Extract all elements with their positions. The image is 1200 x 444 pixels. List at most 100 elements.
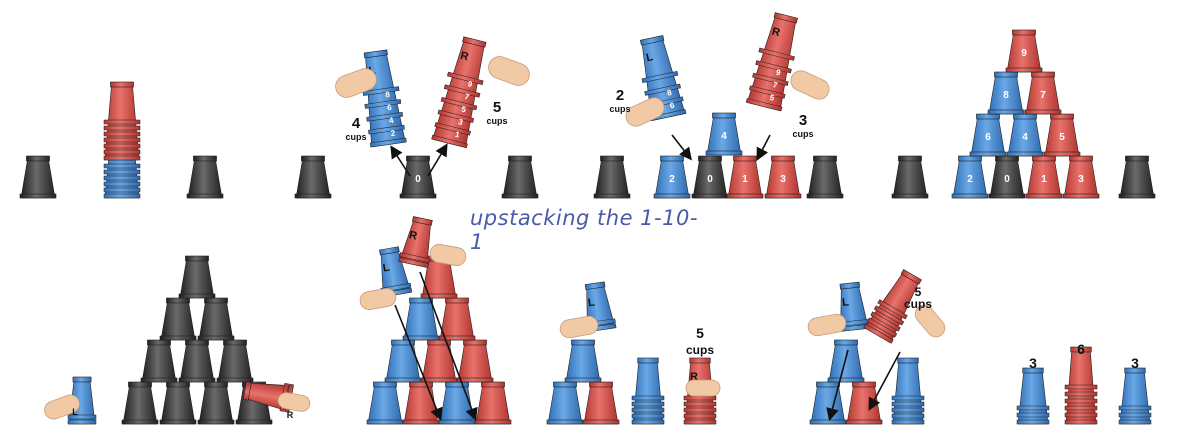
cup-blue: 2 <box>653 155 691 199</box>
direction-arrow <box>390 145 411 177</box>
count-right: 3 <box>1131 355 1139 371</box>
cup-number: 1 <box>742 174 748 185</box>
cup-red <box>474 381 512 425</box>
cup-number: 5 <box>769 93 776 103</box>
cup-count-right: 5 <box>493 99 501 116</box>
cup-gray <box>294 155 332 199</box>
cup-red: 5 <box>1043 113 1081 157</box>
cup-number: 7 <box>772 80 779 90</box>
cup-number: 8 <box>1003 90 1009 101</box>
cup-stack-red: 1 3 5 7 9 R <box>431 36 487 149</box>
cup-number: 0 <box>707 174 713 185</box>
cup-gray <box>806 155 844 199</box>
count-left: 3 <box>1029 355 1037 371</box>
cup-gray: 0 <box>988 155 1026 199</box>
cup-hand-letter: L <box>587 296 596 309</box>
cup-blue <box>546 381 584 425</box>
cup-blue: 6 <box>969 113 1007 157</box>
cup-red <box>845 381 883 425</box>
cup-stack-red: R <box>398 216 433 268</box>
hand-illustration <box>335 68 377 98</box>
cup-count-label: 5 <box>915 285 922 299</box>
cup-number: 5 <box>460 105 467 115</box>
hand-illustration <box>625 97 665 127</box>
cup-count-left: 4 <box>352 115 361 132</box>
cup-blue: 8 <box>987 71 1025 115</box>
cup-number: 0 <box>415 174 421 185</box>
cup-red: 1 <box>726 155 764 199</box>
cup-number: 1 <box>454 130 461 140</box>
cup-hand-letter: L <box>842 296 850 309</box>
cup-gray <box>121 381 159 425</box>
cup-blue <box>402 297 440 341</box>
cup-gray <box>197 297 235 341</box>
cup-stack-red <box>1064 346 1098 425</box>
hand-illustration <box>914 304 946 338</box>
count-middle: 6 <box>1077 341 1085 357</box>
cup-number: 4 <box>721 131 727 142</box>
cup-number: 9 <box>775 68 782 78</box>
cup-number: 8 <box>385 90 391 100</box>
cup-gray <box>1118 155 1156 199</box>
cup-red <box>456 339 494 383</box>
hand-illustration <box>359 288 397 310</box>
cup-number: 2 <box>967 174 973 185</box>
hand-illustration <box>807 313 847 337</box>
cup-red: 7 <box>1024 71 1062 115</box>
cups-label-left: cups <box>609 104 630 114</box>
cup-blue <box>384 339 422 383</box>
cup-stack-red <box>863 269 922 344</box>
cup-red <box>438 297 476 341</box>
cup-number: 9 <box>467 79 474 89</box>
cup-blue: 4 <box>705 112 743 156</box>
cup-number: 1 <box>1041 174 1047 185</box>
cup-gray: 0 <box>399 155 437 199</box>
hand-letter-right: R <box>287 410 294 420</box>
cup-hand-letter: R <box>771 26 782 40</box>
cups-label: cups <box>686 343 714 357</box>
cup-number: 7 <box>1040 90 1046 101</box>
cup-count-left: 2 <box>616 87 624 104</box>
cup-hand-letter: L <box>645 51 654 64</box>
cup-number: 4 <box>1022 132 1028 143</box>
direction-arrow <box>826 349 849 422</box>
cup-gray <box>140 339 178 383</box>
cup-stack-blue <box>1016 367 1050 425</box>
cup-blue: 2 <box>951 155 989 199</box>
cup-stack-blue <box>67 376 97 425</box>
cup-red <box>420 339 458 383</box>
cup-count-right: 3 <box>799 112 807 129</box>
cup-stack-blue: L <box>838 281 870 332</box>
direction-arrow <box>419 271 478 421</box>
cup-gray <box>593 155 631 199</box>
cup-hand-letter: L <box>382 262 391 275</box>
cup-number: 8 <box>666 88 673 98</box>
direction-arrow <box>394 304 443 421</box>
cup-number: 4 <box>388 116 394 126</box>
cup-red: 9 <box>1005 29 1043 73</box>
cup-number: 0 <box>1004 174 1010 185</box>
cup-red: 3 <box>1062 155 1100 199</box>
cup-hand-letter: R <box>459 50 470 64</box>
cup-blue <box>366 381 404 425</box>
cup-gray <box>216 339 254 383</box>
cup-number: 3 <box>457 117 464 127</box>
cup-blue: 4 <box>1006 113 1044 157</box>
hand-illustration <box>559 315 599 339</box>
cup-blue <box>438 381 476 425</box>
cup-gray <box>197 381 235 425</box>
cup-number: 6 <box>669 101 676 111</box>
hand-letter-left: L <box>72 407 78 417</box>
cup-blue <box>564 339 602 383</box>
direction-arrow <box>756 134 771 161</box>
cup-blue <box>827 339 865 383</box>
cup-gray <box>501 155 539 199</box>
cup-number: 6 <box>985 132 991 143</box>
cup-stack-red <box>103 81 141 161</box>
cup-number: 6 <box>387 103 393 113</box>
cup-count-label: 5 <box>696 325 704 341</box>
hand-illustration <box>44 394 80 420</box>
cup-red: 3 <box>764 155 802 199</box>
cup-number: 3 <box>780 174 786 185</box>
cup-number: 7 <box>464 92 471 102</box>
